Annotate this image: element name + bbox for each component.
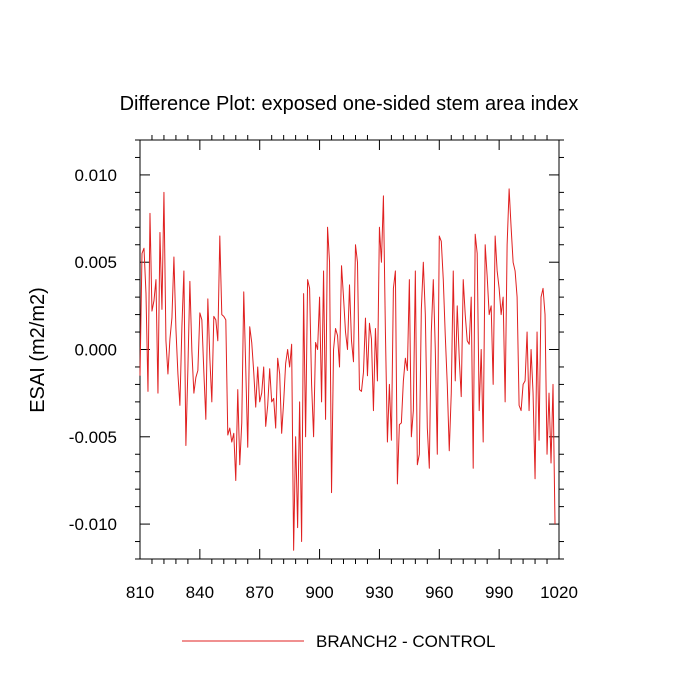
legend-label: BRANCH2 - CONTROL bbox=[316, 632, 495, 651]
y-tick-label: -0.005 bbox=[69, 428, 117, 447]
x-tick-label: 840 bbox=[186, 583, 214, 602]
x-tick-label: 990 bbox=[485, 583, 513, 602]
x-tick-label: 810 bbox=[126, 583, 154, 602]
y-tick-label: 0.000 bbox=[74, 341, 117, 360]
y-axis-label: ESAI (m2/m2) bbox=[27, 287, 49, 413]
x-tick-label: 960 bbox=[425, 583, 453, 602]
y-tick-label: 0.005 bbox=[74, 253, 117, 272]
series-layer bbox=[139, 188, 556, 551]
series-line bbox=[139, 188, 556, 551]
y-tick-label: 0.010 bbox=[74, 166, 117, 185]
x-tick-label: 930 bbox=[365, 583, 393, 602]
legend: BRANCH2 - CONTROL bbox=[182, 632, 495, 651]
x-ticks: 810 840 870 900 930 960 990 1020 bbox=[126, 135, 578, 602]
y-tick-label: -0.010 bbox=[69, 515, 117, 534]
chart-title: Difference Plot: exposed one-sided stem … bbox=[120, 93, 579, 115]
x-tick-label: 870 bbox=[246, 583, 274, 602]
y-ticks: -0.010 -0.005 0.000 0.005 0.010 bbox=[69, 139, 564, 560]
x-tick-label: 1020 bbox=[540, 583, 578, 602]
x-tick-label: 900 bbox=[305, 583, 333, 602]
